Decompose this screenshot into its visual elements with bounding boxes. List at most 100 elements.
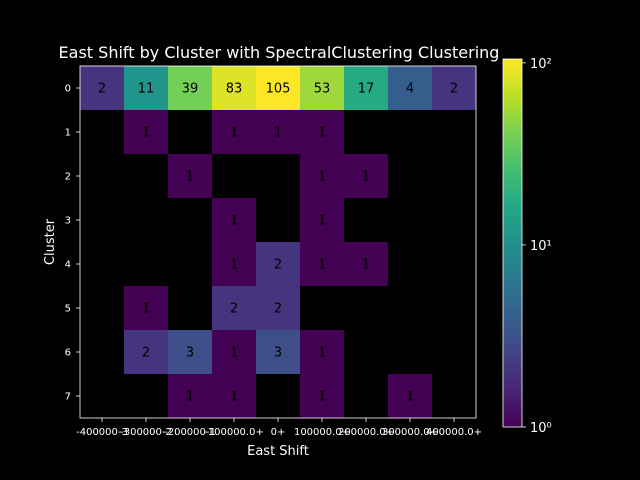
heatmap-cell (432, 110, 476, 154)
colorbar: 10⁰ 10¹ 10² (502, 57, 552, 436)
x-tick-label: -100000.0+ (204, 427, 264, 438)
heatmap-cell (344, 154, 388, 198)
y-axis: 0 1 2 3 4 5 6 7 (65, 84, 80, 403)
y-tick-label: 0 (65, 84, 71, 95)
heatmap-cell (168, 154, 212, 198)
cell-value-label: 2 (98, 82, 106, 97)
cell-value-label: 1 (230, 390, 238, 405)
heatmap-cell (256, 242, 300, 286)
x-tick-label: -200000-1 (164, 427, 216, 438)
heatmap-cell (256, 154, 300, 198)
x-axis-label: East Shift (247, 444, 309, 459)
colorbar-gradient (502, 58, 523, 428)
cell-value-label: 1 (186, 170, 194, 185)
heatmap-cell (80, 286, 124, 330)
cell-value-label: 1 (142, 302, 150, 317)
heatmap-cell (388, 374, 432, 418)
heatmap-cell (256, 110, 300, 154)
y-tick-label: 7 (65, 392, 71, 403)
x-tick-label: 100000.0+ (294, 427, 350, 438)
heatmap-cell (80, 242, 124, 286)
heatmap-cell (124, 110, 168, 154)
heatmap-cell (344, 242, 388, 286)
cell-value-label: 1 (362, 258, 370, 273)
cell-value-label: 1 (318, 390, 326, 405)
heatmap-cell (212, 110, 256, 154)
heatmap-cell (432, 374, 476, 418)
heatmap-cell (432, 330, 476, 374)
heatmap-cell (256, 374, 300, 418)
cell-value-label: 2 (274, 258, 282, 273)
cell-value-label: 1 (230, 126, 238, 141)
heatmap-cell (168, 198, 212, 242)
cell-value-label: 53 (314, 82, 331, 97)
x-tick-label: -300000-2 (120, 427, 172, 438)
heatmap-cell (344, 66, 388, 110)
y-tick-label: 5 (65, 304, 71, 315)
heatmap-cell (168, 330, 212, 374)
cell-value-label: 2 (274, 302, 282, 317)
cell-value-label: 39 (182, 82, 199, 97)
cell-value-label: 1 (230, 258, 238, 273)
y-axis-label: Cluster (43, 218, 58, 265)
heatmap-cell (344, 330, 388, 374)
heatmap-cell (300, 66, 344, 110)
heatmap-cell (212, 242, 256, 286)
heatmap-cell (388, 242, 432, 286)
chart-title: East Shift by Cluster with SpectralClust… (59, 43, 500, 62)
heatmap-cell (80, 110, 124, 154)
heatmap-cell (432, 154, 476, 198)
heatmap-cell (212, 286, 256, 330)
heatmap-cell (124, 374, 168, 418)
heatmap-cell (168, 66, 212, 110)
heatmap-cell (388, 286, 432, 330)
x-tick-label: 0+ (271, 427, 286, 438)
cell-value-label: 1 (318, 214, 326, 229)
cell-value-label: 1 (318, 258, 326, 273)
heatmap-cell (432, 66, 476, 110)
heatmap-cell (300, 374, 344, 418)
heatmap-cell (124, 330, 168, 374)
heatmap-cell (80, 66, 124, 110)
cell-value-label: 2 (450, 82, 458, 97)
heatmap-cell (124, 66, 168, 110)
cell-value-label: 1 (362, 170, 370, 185)
cell-value-label: 1 (318, 126, 326, 141)
heatmap-cell (256, 198, 300, 242)
heatmap-cell (256, 330, 300, 374)
heatmap-cell (300, 154, 344, 198)
heatmap-cell (300, 330, 344, 374)
heatmap-cell (80, 374, 124, 418)
heatmap-cell (212, 198, 256, 242)
heatmap-cell (212, 374, 256, 418)
heatmap-cell (80, 198, 124, 242)
cell-value-label: 1 (274, 126, 282, 141)
plot-frame (79, 65, 477, 419)
cell-value-label: 1 (406, 390, 414, 405)
heatmap-cell (388, 66, 432, 110)
heatmap-cell (344, 110, 388, 154)
heatmap-cell (388, 110, 432, 154)
heatmap-cell (168, 110, 212, 154)
y-tick-label: 3 (65, 216, 71, 227)
heatmap-cell (80, 330, 124, 374)
heatmap-cell (432, 198, 476, 242)
heatmap-cell (168, 374, 212, 418)
heatmap-cell (256, 66, 300, 110)
heatmap-cell (344, 374, 388, 418)
cell-value-label: 1 (318, 346, 326, 361)
heatmap-cell (124, 286, 168, 330)
heatmap-cell (300, 110, 344, 154)
heatmap-cell (80, 154, 124, 198)
cell-value-label: 4 (406, 82, 414, 97)
colorbar-tick-label: 10² (530, 57, 552, 72)
cell-value-label: 3 (274, 346, 282, 361)
y-tick-label: 2 (65, 172, 71, 183)
heatmap-cell (388, 330, 432, 374)
heatmap-cell (300, 286, 344, 330)
colorbar-tick-label: 10¹ (530, 239, 552, 254)
heatmap-cell (388, 198, 432, 242)
cell-value-label: 1 (230, 214, 238, 229)
cell-value-label: 1 (142, 126, 150, 141)
